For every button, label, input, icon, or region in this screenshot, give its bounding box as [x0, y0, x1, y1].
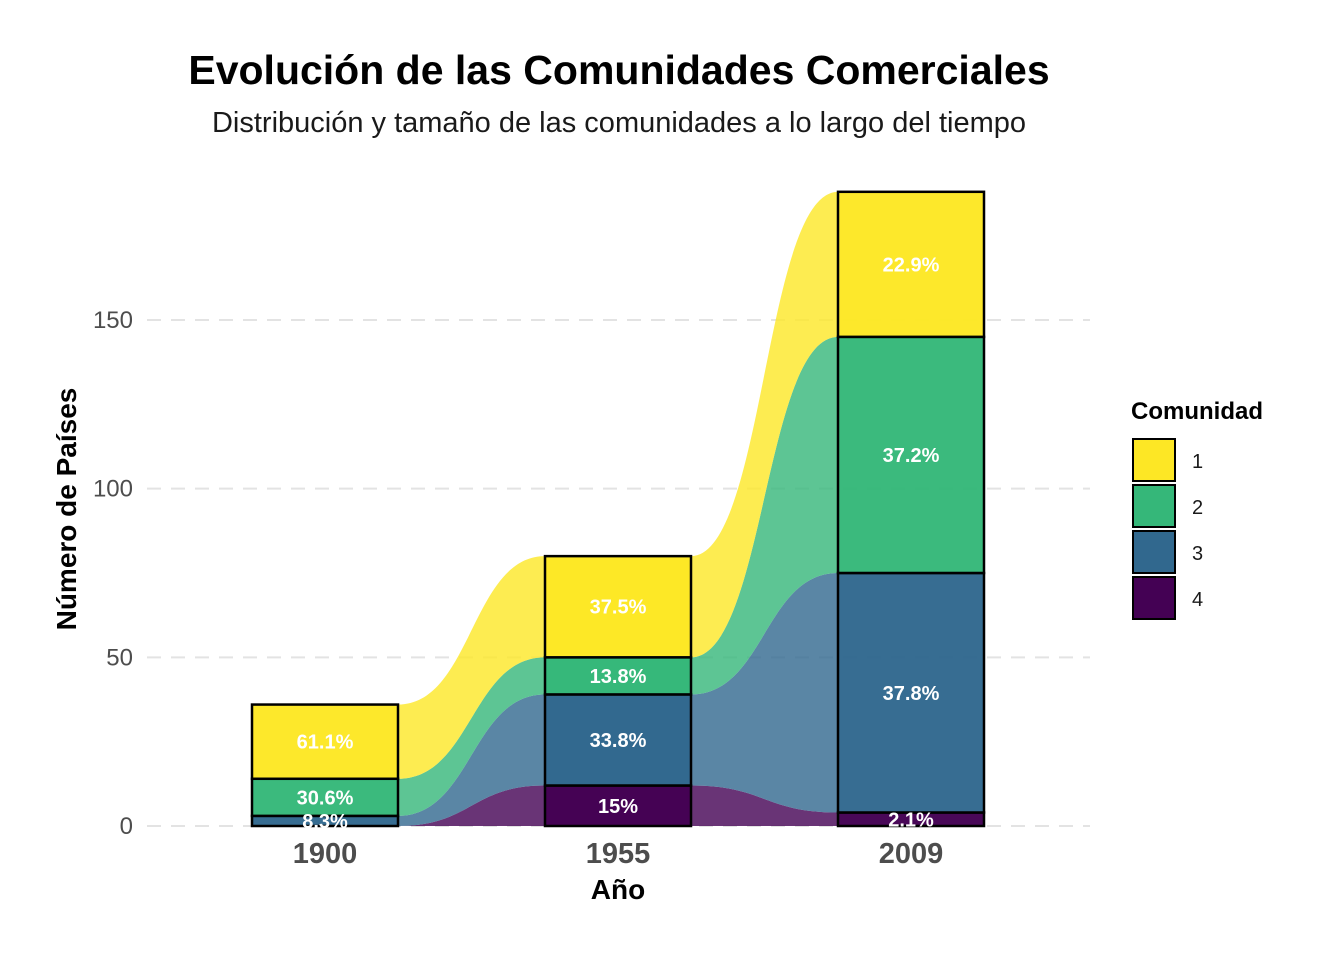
stacked-bars: [250, 190, 986, 828]
bar-data-label: 22.9%: [883, 254, 940, 276]
legend-swatch-3: [1132, 530, 1176, 574]
bar-segment-comunidad-4: [543, 784, 693, 828]
bar-data-label: 61.1%: [297, 732, 354, 754]
legend-swatch-2: [1132, 484, 1176, 528]
bar-data-label: 15%: [598, 796, 638, 818]
bar-segment-comunidad-1: [250, 703, 400, 781]
x-axis-label: Año: [591, 874, 645, 905]
legend-label: 4: [1192, 589, 1203, 611]
y-tick-label: 100: [93, 476, 133, 503]
bar-segment-comunidad-3: [543, 693, 693, 787]
y-tick-label: 50: [106, 644, 133, 671]
y-axis-ticks: 0 50 100 150: [93, 307, 133, 840]
y-tick-label: 150: [93, 307, 133, 334]
legend-label: 2: [1192, 497, 1203, 519]
x-tick-label: 1900: [293, 838, 358, 870]
bar-segment-comunidad-2: [543, 656, 693, 696]
bar-data-label: 13.8%: [590, 666, 647, 688]
bar-data-label: 33.8%: [590, 730, 647, 752]
chart-subtitle: Distribución y tamaño de las comunidades…: [212, 107, 1026, 139]
legend-swatch-4: [1132, 576, 1176, 620]
legend-label: 1: [1192, 451, 1203, 473]
x-tick-label: 1955: [586, 838, 651, 870]
y-tick-label: 0: [120, 813, 133, 840]
bar-data-label: 8.3%: [302, 811, 348, 833]
bar-data-label: 37.5%: [590, 597, 647, 619]
flow-comunidad-2: [252, 657, 691, 816]
bar-segment-comunidad-3: [836, 571, 986, 814]
chart-title: Evolución de las Comunidades Comerciales: [188, 47, 1049, 93]
legend-swatch-1: [1132, 438, 1176, 482]
bar-data-label: 37.2%: [883, 445, 940, 467]
legend-title: Comunidad: [1131, 398, 1263, 425]
bar-segment-comunidad-1: [543, 554, 693, 659]
bar-segment-comunidad-1: [836, 190, 986, 339]
legend-label: 3: [1192, 543, 1203, 565]
bar-segment-comunidad-2: [250, 777, 400, 818]
x-tick-label: 2009: [879, 838, 944, 870]
y-axis-label: Número de Países: [51, 388, 82, 631]
bar-data-label: 30.6%: [297, 787, 354, 809]
x-axis-ticks: 1900 1955 2009: [293, 838, 944, 870]
bar-labels: 15% 2.1% 8.3% 33.8% 37.8% 30.6% 13.8% 37.2% 61.1…: [297, 254, 940, 833]
bar-segment-comunidad-2: [836, 335, 986, 575]
bar-data-label: 2.1%: [888, 809, 934, 831]
bar-data-label: 37.8%: [883, 683, 940, 705]
legend: Comunidad 1 2 3 4: [1131, 398, 1263, 620]
